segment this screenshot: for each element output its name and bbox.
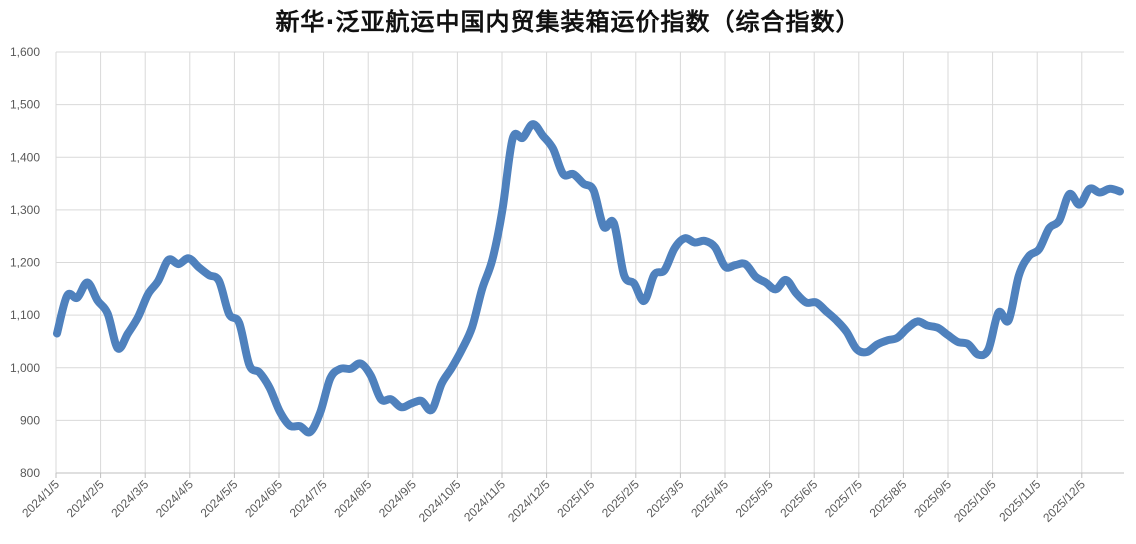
y-tick-label: 900 xyxy=(20,413,40,427)
x-tick-label: 2024/10/5 xyxy=(416,477,464,525)
x-tick-label: 2025/7/5 xyxy=(822,477,865,520)
x-tick-label: 2025/5/5 xyxy=(733,477,776,520)
x-tick-label: 2024/11/5 xyxy=(461,477,508,524)
x-tick-label: 2025/11/5 xyxy=(996,477,1043,524)
x-tick-label: 2024/6/5 xyxy=(242,477,285,520)
series-line-0 xyxy=(53,120,1124,437)
x-tick-label: 2024/5/5 xyxy=(198,477,241,520)
y-tick-label: 1,500 xyxy=(10,98,40,112)
series-layer xyxy=(53,120,1124,437)
chart-title: 新华·泛亚航运中国内贸集装箱运价指数（综合指数） xyxy=(275,8,861,36)
y-tick-label: 1,400 xyxy=(10,150,40,164)
x-tick-label: 2025/4/5 xyxy=(688,477,731,520)
x-tick-label: 2024/7/5 xyxy=(287,477,330,520)
x-tick-label: 2025/12/5 xyxy=(1040,477,1088,525)
x-tick-label: 2025/6/5 xyxy=(777,477,820,520)
y-tick-label: 1,600 xyxy=(10,45,40,59)
x-tick-label: 2025/2/5 xyxy=(599,477,642,520)
y-tick-label: 1,100 xyxy=(10,308,40,322)
x-tick-label: 2024/2/5 xyxy=(64,477,107,520)
y-tick-label: 1,200 xyxy=(10,256,40,270)
x-tick-label: 2024/12/5 xyxy=(505,477,553,525)
x-tick-label: 2025/3/5 xyxy=(644,477,687,520)
x-tick-label: 2025/1/5 xyxy=(554,477,597,520)
x-tick-label: 2024/3/5 xyxy=(108,477,151,520)
y-tick-label: 1,000 xyxy=(10,361,40,375)
x-tick-label: 2024/8/5 xyxy=(331,477,374,520)
x-tick-label: 2024/4/5 xyxy=(153,477,196,520)
grid-lines xyxy=(55,51,1124,474)
axes xyxy=(55,472,1124,478)
x-tick-label: 2025/8/5 xyxy=(867,477,910,520)
x-tick-label: 2025/9/5 xyxy=(911,477,954,520)
y-tick-label: 1,300 xyxy=(10,203,40,217)
x-tick-label: 2024/9/5 xyxy=(376,477,419,520)
x-tick-label: 2025/10/5 xyxy=(951,477,999,525)
y-tick-labels: 800 900 1,000 1,100 1,200 1,300 1,400 1,500 1,60… xyxy=(10,45,40,480)
y-tick-label: 800 xyxy=(20,466,40,480)
x-tick-labels: 2024/1/5 2024/2/5 2024/3/5 2024/4/5 2024/5/5… xyxy=(19,477,1088,525)
x-tick-label: 2024/1/5 xyxy=(19,477,62,520)
